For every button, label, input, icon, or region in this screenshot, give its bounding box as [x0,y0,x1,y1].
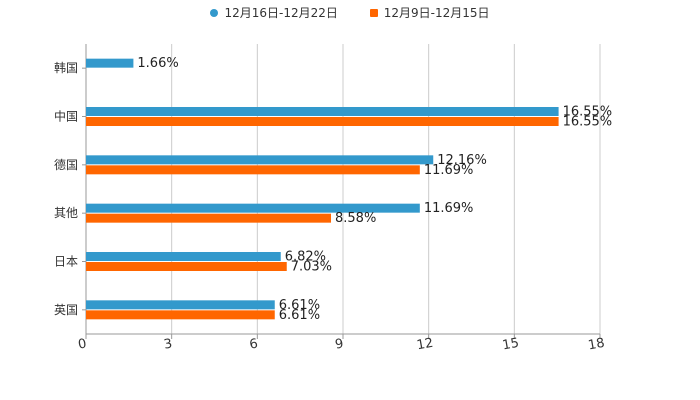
y-category-label: 日本 [54,255,78,269]
x-tick-label: 9 [334,336,345,352]
x-tick-label: 18 [587,336,606,354]
x-tick-label: 6 [248,336,259,352]
legend-item-series-1[interactable]: 12月16日-12月22日 [210,4,338,21]
data-label-series-1: 11.69% [424,201,474,216]
data-label-series-2: 8.58% [335,211,376,226]
bar-series-1[interactable] [86,252,281,261]
x-tick-label: 3 [163,336,174,352]
legend-label-series-1: 12月16日-12月22日 [224,6,338,20]
bar-series-2[interactable] [86,262,287,271]
legend-label-series-2: 12月9日-12月15日 [383,6,490,20]
legend-item-series-2[interactable]: 12月9日-12月15日 [369,4,490,21]
y-category-label: 韩国 [54,60,78,75]
bar-series-1[interactable] [86,300,275,310]
legend-marker-series-2 [369,8,378,17]
x-tick-label: 0 [77,336,88,352]
legend-marker-series-1 [210,8,219,17]
legend: 12月16日-12月22日 12月9日-12月15日 [0,4,700,21]
data-label-series-2: 6.61% [279,308,320,323]
data-label-series-1: 6.82% [285,250,326,265]
bar-series-2[interactable] [86,165,420,175]
bar-series-2[interactable] [86,213,332,223]
bar-series-1[interactable] [86,155,434,165]
bar-series-2[interactable] [86,117,559,126]
data-label-series-1: 16.55% [563,105,613,120]
y-category-label: 其他 [54,206,78,220]
data-label-series-1: 12.16% [437,153,487,168]
bar-series-1[interactable] [86,203,420,213]
data-label-series-2: 16.55% [563,115,613,130]
y-category-label: 中国 [54,109,78,124]
bar-series-1[interactable] [86,58,134,68]
bar-series-1[interactable] [86,107,559,116]
x-tick-label: 15 [501,336,520,354]
x-tick-label: 12 [416,336,435,354]
data-label-series-2: 11.69% [424,163,474,178]
data-label-series-1: 1.66% [137,56,178,71]
data-label-series-1: 6.61% [279,298,320,313]
bar-series-2[interactable] [86,310,275,320]
y-category-label: 德国 [54,157,78,172]
data-label-series-2: 7.03% [291,260,332,275]
y-category-label: 英国 [54,303,78,317]
